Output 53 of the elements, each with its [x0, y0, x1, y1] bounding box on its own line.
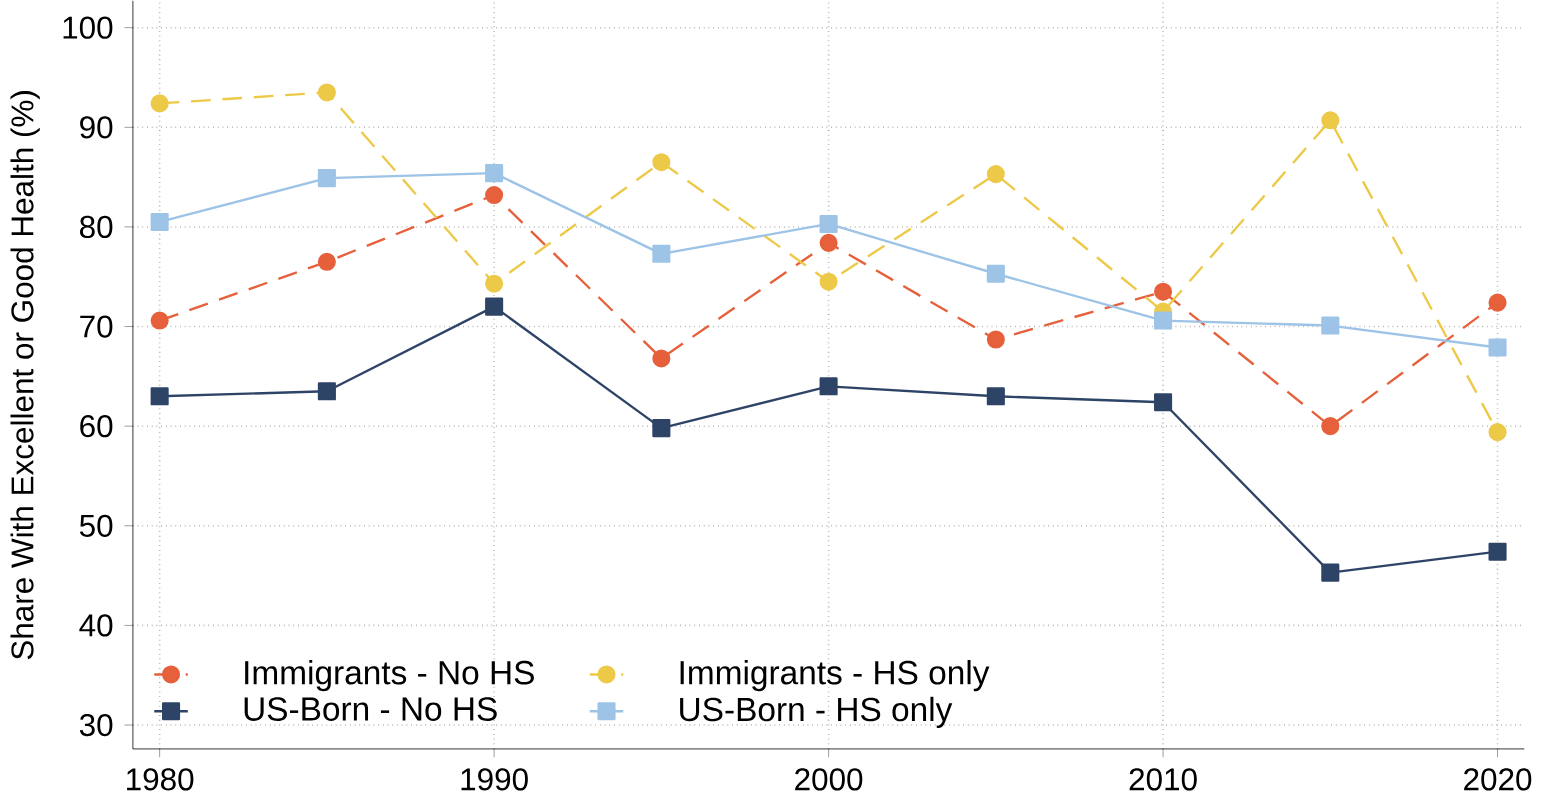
point [485, 274, 504, 293]
point [1321, 417, 1340, 436]
y-tick-label: 90 [80, 116, 113, 139]
point [986, 330, 1005, 349]
y-tick-label: 100 [63, 16, 113, 39]
point [317, 382, 336, 401]
point [1488, 338, 1507, 357]
point [485, 186, 504, 205]
point [1488, 542, 1507, 561]
point [317, 169, 336, 188]
point [986, 165, 1005, 184]
point [150, 387, 169, 406]
legend-label: Immigrants - No HS [245, 660, 534, 692]
point [1321, 316, 1340, 335]
legend-label: Immigrants - HS only [680, 660, 990, 692]
y-axis-title: Share With Excellent or Good Health (%) [10, 91, 40, 660]
point [986, 264, 1005, 283]
point [652, 153, 671, 172]
point [819, 272, 838, 291]
legend-label: US-Born - No HS [244, 697, 497, 721]
x-tick-label: 2020 [1464, 768, 1532, 791]
point [1488, 423, 1507, 442]
y-tick-label: 60 [80, 415, 113, 438]
point [1154, 311, 1173, 330]
point [1154, 282, 1173, 301]
point [819, 233, 838, 252]
point [485, 297, 504, 316]
x-tick-label: 1980 [127, 768, 194, 791]
point [1321, 111, 1340, 130]
point [150, 212, 169, 231]
x-tick-label: 2010 [1129, 768, 1197, 791]
point [986, 387, 1005, 406]
point [1321, 563, 1340, 582]
y-tick-label: 50 [79, 514, 113, 537]
point [652, 419, 671, 438]
point [652, 349, 671, 368]
y-tick-label: 80 [80, 215, 113, 239]
point [485, 164, 504, 183]
point [1488, 293, 1507, 312]
y-tick-label: 40 [79, 614, 113, 637]
point [150, 311, 169, 330]
x-tick-label: 1990 [461, 768, 528, 791]
point [317, 83, 336, 102]
x-tick-label: 2000 [795, 768, 863, 791]
point [317, 252, 336, 271]
point [1154, 393, 1173, 412]
legend-label: US-Born - HS only [680, 696, 953, 728]
point [819, 214, 838, 233]
point [150, 94, 169, 113]
point [819, 377, 838, 396]
y-tick-label: 70 [80, 315, 113, 338]
point [652, 244, 671, 263]
y-tick-label: 30 [79, 713, 113, 737]
